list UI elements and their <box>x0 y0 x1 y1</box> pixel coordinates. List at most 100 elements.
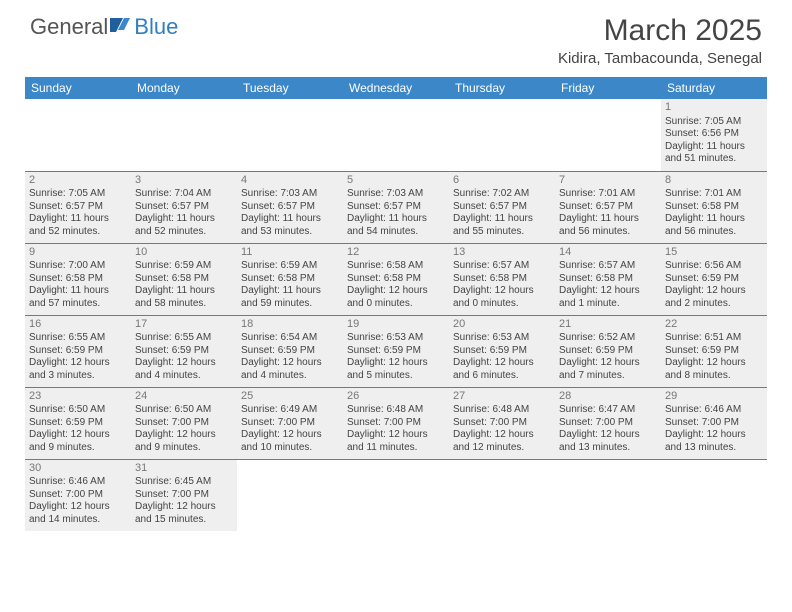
sunrise-text: Sunrise: 7:05 AM <box>29 188 127 201</box>
daylight-text: Daylight: 12 hours and 10 minutes. <box>241 429 339 454</box>
calendar-cell: 29Sunrise: 6:46 AMSunset: 7:00 PMDayligh… <box>661 387 767 459</box>
sunset-text: Sunset: 6:59 PM <box>559 345 657 358</box>
sunset-text: Sunset: 7:00 PM <box>135 417 233 430</box>
day-number: 11 <box>241 246 339 260</box>
sunset-text: Sunset: 7:00 PM <box>665 417 763 430</box>
calendar-cell: 11Sunrise: 6:59 AMSunset: 6:58 PMDayligh… <box>237 243 343 315</box>
sunrise-text: Sunrise: 6:59 AM <box>135 260 233 273</box>
day-number: 1 <box>665 101 763 115</box>
daylight-text: Daylight: 12 hours and 4 minutes. <box>135 357 233 382</box>
sunrise-text: Sunrise: 6:52 AM <box>559 332 657 345</box>
day-number: 23 <box>29 390 127 404</box>
day-number: 13 <box>453 246 551 260</box>
calendar-cell <box>343 99 449 171</box>
day-number: 5 <box>347 174 445 188</box>
sunrise-text: Sunrise: 6:56 AM <box>665 260 763 273</box>
day-number: 16 <box>29 318 127 332</box>
daylight-text: Daylight: 12 hours and 14 minutes. <box>29 501 127 526</box>
day-number: 14 <box>559 246 657 260</box>
calendar-cell <box>555 99 661 171</box>
day-number: 24 <box>135 390 233 404</box>
calendar-cell: 6Sunrise: 7:02 AMSunset: 6:57 PMDaylight… <box>449 171 555 243</box>
calendar-cell <box>343 459 449 531</box>
calendar-cell <box>237 99 343 171</box>
sunset-text: Sunset: 6:59 PM <box>665 345 763 358</box>
sunrise-text: Sunrise: 6:48 AM <box>347 404 445 417</box>
daylight-text: Daylight: 12 hours and 9 minutes. <box>135 429 233 454</box>
day-number: 9 <box>29 246 127 260</box>
calendar-cell: 13Sunrise: 6:57 AMSunset: 6:58 PMDayligh… <box>449 243 555 315</box>
sunrise-text: Sunrise: 7:03 AM <box>347 188 445 201</box>
daylight-text: Daylight: 11 hours and 58 minutes. <box>135 285 233 310</box>
sunrise-text: Sunrise: 6:57 AM <box>453 260 551 273</box>
sunset-text: Sunset: 7:00 PM <box>453 417 551 430</box>
sunset-text: Sunset: 6:59 PM <box>347 345 445 358</box>
day-number: 25 <box>241 390 339 404</box>
sunrise-text: Sunrise: 6:59 AM <box>241 260 339 273</box>
calendar-cell: 8Sunrise: 7:01 AMSunset: 6:58 PMDaylight… <box>661 171 767 243</box>
sunset-text: Sunset: 6:59 PM <box>453 345 551 358</box>
daylight-text: Daylight: 11 hours and 54 minutes. <box>347 213 445 238</box>
daylight-text: Daylight: 12 hours and 12 minutes. <box>453 429 551 454</box>
calendar-cell: 18Sunrise: 6:54 AMSunset: 6:59 PMDayligh… <box>237 315 343 387</box>
daylight-text: Daylight: 12 hours and 9 minutes. <box>29 429 127 454</box>
day-number: 31 <box>135 462 233 476</box>
sunset-text: Sunset: 6:57 PM <box>135 201 233 214</box>
calendar-cell <box>449 459 555 531</box>
day-header: Sunday <box>25 77 131 99</box>
daylight-text: Daylight: 12 hours and 2 minutes. <box>665 285 763 310</box>
logo-text-general: General <box>30 14 108 40</box>
calendar-cell: 31Sunrise: 6:45 AMSunset: 7:00 PMDayligh… <box>131 459 237 531</box>
sunset-text: Sunset: 6:57 PM <box>559 201 657 214</box>
calendar-cell: 9Sunrise: 7:00 AMSunset: 6:58 PMDaylight… <box>25 243 131 315</box>
day-number: 17 <box>135 318 233 332</box>
daylight-text: Daylight: 12 hours and 11 minutes. <box>347 429 445 454</box>
calendar-cell: 23Sunrise: 6:50 AMSunset: 6:59 PMDayligh… <box>25 387 131 459</box>
sunset-text: Sunset: 6:57 PM <box>453 201 551 214</box>
calendar-cell: 16Sunrise: 6:55 AMSunset: 6:59 PMDayligh… <box>25 315 131 387</box>
calendar-cell: 22Sunrise: 6:51 AMSunset: 6:59 PMDayligh… <box>661 315 767 387</box>
calendar-cell <box>237 459 343 531</box>
calendar-cell: 25Sunrise: 6:49 AMSunset: 7:00 PMDayligh… <box>237 387 343 459</box>
daylight-text: Daylight: 12 hours and 0 minutes. <box>453 285 551 310</box>
sunset-text: Sunset: 6:56 PM <box>665 128 763 141</box>
sunrise-text: Sunrise: 7:03 AM <box>241 188 339 201</box>
daylight-text: Daylight: 12 hours and 8 minutes. <box>665 357 763 382</box>
day-number: 18 <box>241 318 339 332</box>
daylight-text: Daylight: 12 hours and 7 minutes. <box>559 357 657 382</box>
sunset-text: Sunset: 7:00 PM <box>135 489 233 502</box>
calendar-table: SundayMondayTuesdayWednesdayThursdayFrid… <box>25 77 767 531</box>
sunrise-text: Sunrise: 6:46 AM <box>29 476 127 489</box>
sunrise-text: Sunrise: 7:04 AM <box>135 188 233 201</box>
sunrise-text: Sunrise: 7:05 AM <box>665 116 763 129</box>
sunset-text: Sunset: 7:00 PM <box>559 417 657 430</box>
day-number: 28 <box>559 390 657 404</box>
sunrise-text: Sunrise: 6:50 AM <box>135 404 233 417</box>
sunrise-text: Sunrise: 6:58 AM <box>347 260 445 273</box>
sunset-text: Sunset: 6:59 PM <box>29 417 127 430</box>
calendar-cell: 2Sunrise: 7:05 AMSunset: 6:57 PMDaylight… <box>25 171 131 243</box>
sunrise-text: Sunrise: 6:53 AM <box>347 332 445 345</box>
day-number: 8 <box>665 174 763 188</box>
calendar-cell: 24Sunrise: 6:50 AMSunset: 7:00 PMDayligh… <box>131 387 237 459</box>
sunrise-text: Sunrise: 6:57 AM <box>559 260 657 273</box>
day-number: 26 <box>347 390 445 404</box>
daylight-text: Daylight: 12 hours and 1 minute. <box>559 285 657 310</box>
sunset-text: Sunset: 6:58 PM <box>241 273 339 286</box>
daylight-text: Daylight: 11 hours and 56 minutes. <box>559 213 657 238</box>
calendar-cell: 14Sunrise: 6:57 AMSunset: 6:58 PMDayligh… <box>555 243 661 315</box>
daylight-text: Daylight: 12 hours and 4 minutes. <box>241 357 339 382</box>
daylight-text: Daylight: 11 hours and 53 minutes. <box>241 213 339 238</box>
daylight-text: Daylight: 11 hours and 56 minutes. <box>665 213 763 238</box>
calendar-cell <box>449 99 555 171</box>
sunrise-text: Sunrise: 6:55 AM <box>29 332 127 345</box>
day-header: Tuesday <box>237 77 343 99</box>
daylight-text: Daylight: 11 hours and 51 minutes. <box>665 141 763 166</box>
daylight-text: Daylight: 11 hours and 59 minutes. <box>241 285 339 310</box>
day-number: 10 <box>135 246 233 260</box>
calendar-cell: 20Sunrise: 6:53 AMSunset: 6:59 PMDayligh… <box>449 315 555 387</box>
sunrise-text: Sunrise: 6:47 AM <box>559 404 657 417</box>
calendar-cell: 12Sunrise: 6:58 AMSunset: 6:58 PMDayligh… <box>343 243 449 315</box>
sunset-text: Sunset: 6:57 PM <box>347 201 445 214</box>
sunset-text: Sunset: 6:59 PM <box>135 345 233 358</box>
